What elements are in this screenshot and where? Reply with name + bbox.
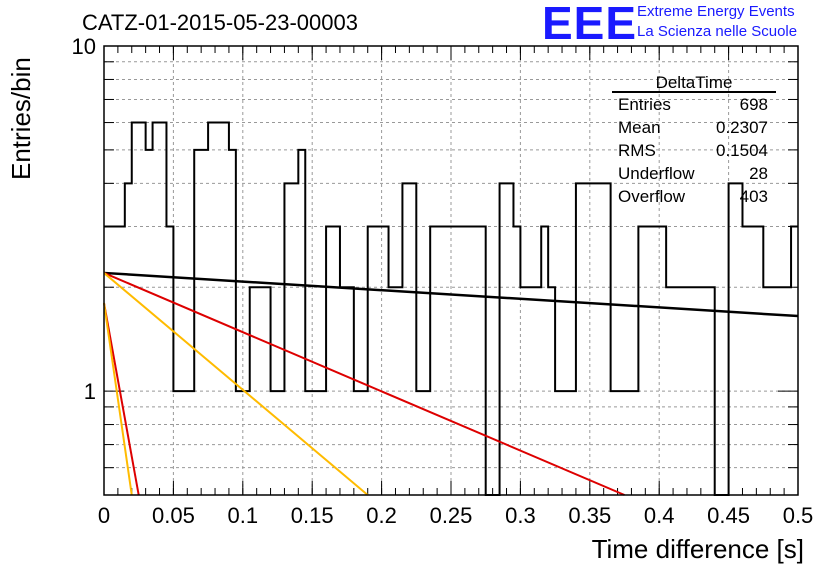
fit-line-black: [103, 271, 799, 318]
x-tick-label: 0.05: [152, 503, 195, 528]
stats-row-value: 0.2307: [716, 118, 768, 137]
x-tick-label: 0.5: [783, 503, 814, 528]
x-tick-label: 0.45: [707, 503, 750, 528]
stats-row-value: 0.1504: [716, 141, 768, 160]
fit-line-red-steep: [103, 302, 140, 496]
x-tick-label: 0.25: [430, 503, 473, 528]
eee-logo: EEE: [542, 0, 638, 49]
chart-title: CATZ-01-2015-05-23-00003: [82, 10, 358, 35]
tick-labels: 0 0.05 0.1 0.15 0.2 0.25 0.3 0.35 0.4 0.45 0.5 1 10: [72, 34, 814, 528]
x-tick-label: 0.4: [644, 503, 675, 528]
axis-ticks: [103, 45, 799, 496]
stats-row-label: Entries: [618, 95, 671, 114]
x-tick-label: 0.35: [568, 503, 611, 528]
x-tick-label: 0.15: [291, 503, 334, 528]
fit-line-red: [103, 272, 625, 496]
plot-frame: [103, 45, 799, 496]
x-tick-label: 0.1: [228, 503, 259, 528]
logo-subtitle-line2: La Scienza nelle Scuole: [637, 23, 798, 40]
y-tick-label: 1: [84, 379, 96, 404]
histogram-step-line: [104, 121, 798, 496]
stats-row-label: Mean: [618, 118, 661, 137]
grid-lines: [104, 45, 798, 496]
stats-box: DeltaTime Entries 698 Mean 0.2307 RMS 0.1504 Un…: [612, 73, 776, 206]
logo-subtitle-line1: Extreme Energy Events: [637, 3, 795, 20]
x-tick-label: 0.2: [366, 503, 397, 528]
stats-row-label: Overflow: [618, 187, 686, 206]
y-tick-label: 10: [72, 34, 96, 59]
fit-line-orange: [103, 272, 369, 496]
x-tick-label: 0.3: [505, 503, 536, 528]
stats-row-label: Underflow: [618, 164, 695, 183]
x-axis-label: Time difference [s]: [591, 534, 804, 564]
x-tick-label: 0: [98, 503, 110, 528]
stats-row-value: 403: [740, 187, 768, 206]
stats-row-value: 28: [749, 164, 768, 183]
stats-row-value: 698: [740, 95, 768, 114]
fit-line-orange-steep: [103, 302, 133, 496]
stats-row-label: RMS: [618, 141, 656, 160]
stats-box-title: DeltaTime: [656, 73, 733, 92]
chart-marks: [103, 121, 799, 496]
